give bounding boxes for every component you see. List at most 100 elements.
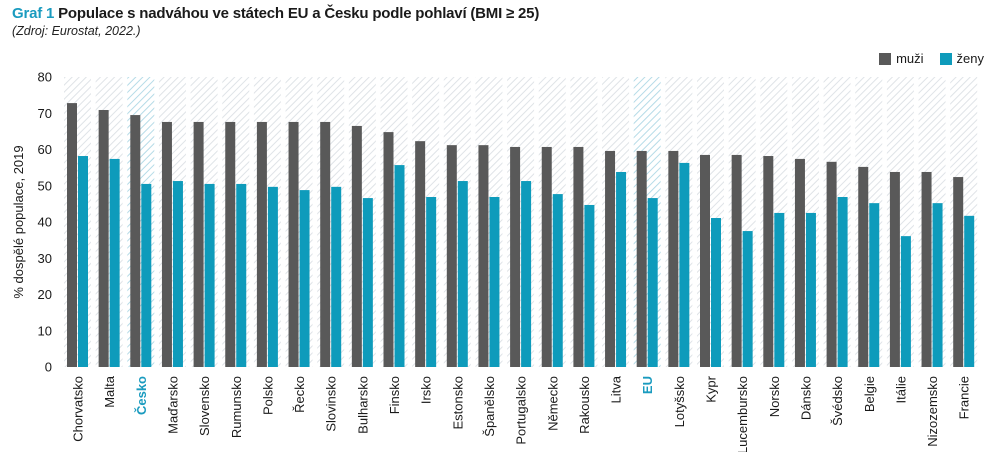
bar-women	[805, 212, 816, 367]
bar-men	[700, 154, 710, 367]
bar-men	[573, 146, 584, 367]
legend-item-women: ženy	[939, 51, 984, 66]
bar-men	[636, 150, 647, 367]
bar-women	[109, 158, 120, 367]
y-axis-label: % dospělé populace, 2019	[11, 145, 26, 298]
legend-item-men: muži	[879, 51, 924, 66]
bar-women	[362, 198, 373, 367]
legend-swatch-men	[879, 52, 892, 65]
x-tick-label: Finsko	[387, 376, 402, 414]
y-tick-label: 70	[38, 106, 52, 121]
bar-men	[921, 171, 932, 367]
x-tick-label: Malta	[102, 375, 117, 408]
bar-men	[446, 145, 457, 367]
x-tick-label: Portugalsko	[514, 376, 529, 445]
chart-title: Graf 1 Populace s nadváhou ve státech EU…	[12, 5, 539, 22]
x-tick-label: Kypr	[704, 375, 719, 402]
x-tick-label: Slovensko	[197, 376, 212, 436]
bar-men	[351, 125, 362, 367]
x-tick-label: Slovinsko	[324, 376, 339, 432]
bar-men	[953, 177, 964, 367]
bar-women	[679, 162, 690, 367]
y-tick-label: 40	[38, 215, 52, 230]
y-tick-label: 60	[38, 142, 52, 157]
x-tick-label: Rumunsko	[229, 376, 244, 438]
bar-men	[763, 156, 774, 367]
x-tick-label: Francie	[957, 376, 972, 419]
x-tick-label: Řecko	[292, 376, 307, 413]
chart-number: Graf 1	[12, 5, 55, 22]
bar-men	[67, 103, 77, 367]
bar-women	[711, 218, 721, 367]
x-tick-label: EU	[640, 376, 655, 394]
x-tick-label: Maďarsko	[165, 376, 180, 434]
bar-women	[394, 165, 405, 367]
bar-men	[478, 145, 489, 367]
bar-men	[288, 121, 299, 367]
chart-title-text: Populace s nadváhou ve státech EU a Česk…	[58, 5, 540, 22]
bar-men	[889, 171, 900, 367]
bar-men	[605, 150, 616, 367]
bar-women	[426, 196, 437, 367]
chart-source: (Zdroj: Eurostat, 2022.)	[12, 24, 141, 38]
bar-women	[204, 183, 215, 367]
bar-men	[415, 141, 426, 367]
legend-label-women: ženy	[956, 51, 984, 66]
y-tick-label: 50	[38, 178, 52, 193]
bar-women	[331, 186, 342, 367]
x-tick-label: Španělsko	[482, 376, 497, 437]
bar-men	[130, 115, 141, 367]
x-tick-label: Rakousko	[577, 376, 592, 434]
bar-men	[225, 121, 236, 367]
x-tick-label: Česko	[134, 376, 149, 415]
x-tick-label: Chorvatsko	[71, 376, 86, 442]
bar-men	[161, 121, 172, 367]
bar-men	[383, 132, 394, 367]
bar-women	[932, 203, 943, 367]
y-tick-label: 80	[38, 70, 52, 85]
bar-men	[858, 166, 869, 367]
x-tick-label: Litva	[609, 375, 624, 403]
bar-women	[584, 204, 595, 367]
bar-women	[299, 190, 310, 367]
x-tick-label: Norsko	[767, 376, 782, 417]
bar-women	[869, 203, 880, 367]
bar-women	[552, 194, 563, 367]
x-tick-label: Švédsko	[830, 376, 845, 426]
x-tick-label: Německo	[545, 376, 560, 431]
x-tick-label: Irsko	[419, 376, 434, 404]
x-tick-label: Belgie	[862, 376, 877, 412]
bar-men	[541, 146, 552, 367]
bar-women	[647, 198, 658, 367]
bar-men	[320, 121, 331, 367]
bar-women	[489, 196, 500, 367]
y-tick-label: 0	[45, 360, 52, 375]
bar-men	[731, 154, 742, 367]
legend-swatch-women	[939, 52, 952, 65]
legend: muži ženy	[879, 51, 984, 66]
x-tick-label: Lotyšsko	[672, 376, 687, 427]
bar-women	[267, 186, 278, 367]
bar-men	[193, 121, 204, 367]
bar-men	[98, 109, 109, 368]
x-tick-label: Bulharsko	[355, 376, 370, 434]
x-tick-label: Lucembursko	[735, 376, 750, 452]
bar-women	[774, 212, 785, 367]
bar-women	[457, 181, 468, 367]
bar-women	[172, 181, 183, 367]
bar-men	[794, 158, 805, 367]
x-tick-label: Dánsko	[798, 376, 813, 420]
bar-women	[78, 156, 88, 367]
bar-women	[616, 171, 627, 367]
bar-men	[256, 121, 267, 367]
y-tick-label: 30	[38, 251, 52, 266]
bar-women	[521, 181, 532, 367]
x-tick-label: Polsko	[260, 376, 275, 415]
x-tick-label: Itálie	[893, 376, 908, 403]
bar-men	[510, 146, 521, 367]
x-tick-label: Nizozemsko	[925, 376, 940, 447]
bar-women	[964, 215, 975, 367]
y-tick-label: 20	[38, 287, 52, 302]
bar-women	[837, 196, 848, 367]
